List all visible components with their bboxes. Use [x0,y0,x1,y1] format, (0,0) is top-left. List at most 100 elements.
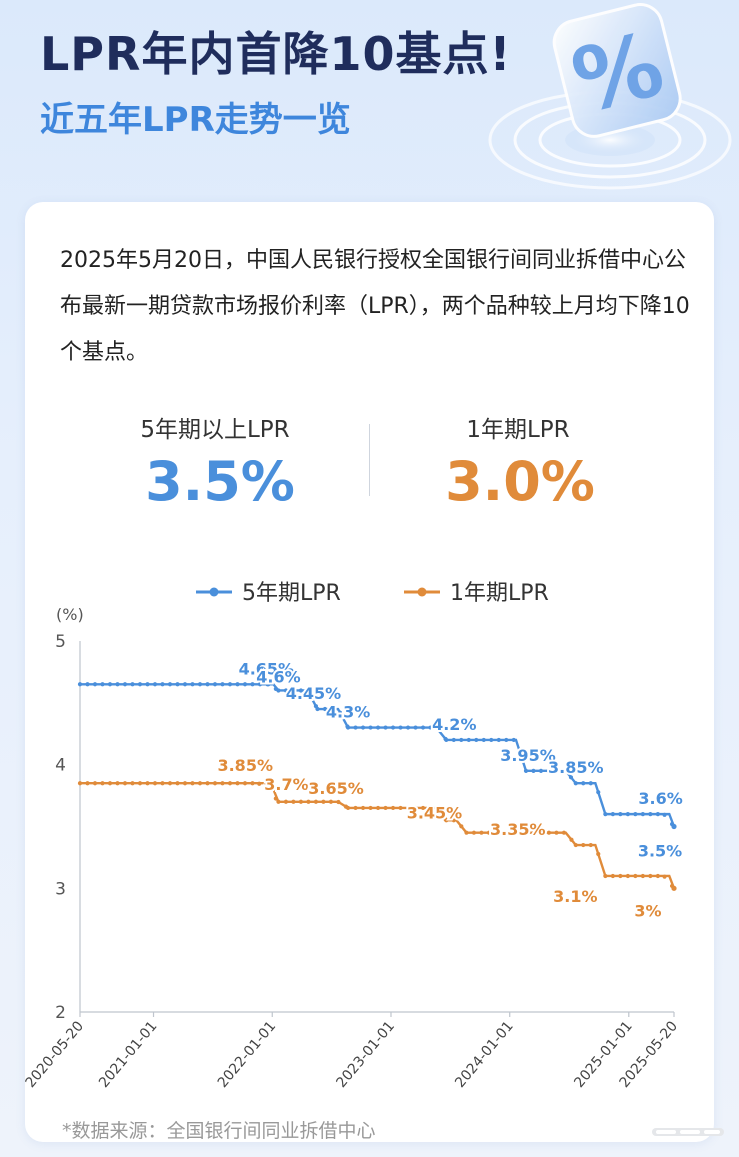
series-point [553,768,559,773]
series-point [581,842,586,848]
series-point [242,682,248,687]
series-point [152,682,158,687]
series-point [655,812,660,817]
series-point [648,812,653,817]
series-point [291,799,296,804]
series-point [92,781,98,786]
series-point [546,768,551,773]
series-point [640,873,645,879]
kpi-label-1y: 1年期LPR [450,410,586,444]
data-label: 3.7% [264,775,308,794]
series-point [152,781,158,786]
data-label: 3.6% [638,789,682,808]
series-point [175,781,180,786]
series-point [489,737,494,743]
series-point [227,682,233,687]
series-point [618,873,623,879]
data-label: 3% [634,901,661,920]
kpi-divider [369,424,370,496]
series-point [428,805,433,811]
x-tick-label: 2024-01-01 [452,1018,517,1091]
series-point [451,818,456,823]
series-point [509,830,514,835]
series-point [398,805,403,811]
series-point [413,805,418,811]
series-point [459,737,464,743]
series-point [122,781,128,786]
series-point [266,682,271,687]
series-point [175,682,180,687]
series-point [298,688,304,693]
series-point [250,781,255,786]
series-point [276,799,281,804]
series-point [77,682,83,687]
series-point [633,812,638,817]
series-point [85,682,90,687]
series-point [220,781,225,786]
data-label: 3.45% [407,804,463,823]
legend-marker [417,587,427,597]
data-label: 3.65% [308,779,364,798]
series-point [501,830,507,835]
x-tick-label: 2020-05-20 [23,1018,88,1091]
data-label: 4.2% [432,715,476,734]
data-label: 3.85% [217,756,273,775]
series-point [122,682,128,687]
series-point [405,725,411,730]
data-source-note: *数据来源：全国银行间同业拆借中心 [62,1120,376,1142]
series-point [640,812,645,817]
y-axis-unit: (%) [56,605,84,624]
series-point [596,790,601,795]
series-point [197,682,203,687]
series-point [420,725,426,730]
kpi-label-5y: 5年期以上LPR [127,410,303,444]
series-point [569,837,574,842]
series-point [227,781,233,786]
series-point [375,725,381,730]
series-point [444,818,449,823]
series-point [568,775,574,780]
series-point [190,781,195,786]
series-point [92,682,98,687]
series-point [390,805,396,811]
series-point [107,781,113,786]
series-point [330,706,335,712]
series-point [220,682,225,687]
series-point [588,781,593,786]
series-point [539,830,544,835]
series-point [671,885,677,891]
series-point [375,805,381,811]
series-line [80,782,676,889]
series-point [77,781,83,786]
series-point [516,830,522,835]
x-tick-label: 2022-01-01 [215,1018,280,1091]
series-point [315,706,320,712]
series-point [428,725,433,730]
series-point [137,781,143,786]
series-point [494,830,499,835]
series-point [610,873,615,879]
series-point [662,812,667,817]
percent-decoration-icon: % [488,3,732,190]
series-point [345,725,351,730]
series-point [655,873,660,879]
series-point [435,808,441,813]
series-point [474,737,479,743]
series-point [160,682,165,687]
series-point [276,688,281,693]
series-point [596,851,601,857]
series-point [85,781,90,786]
series-point [337,710,343,715]
series-point [145,682,150,687]
series-point [464,830,469,835]
data-label: 3.5% [638,842,682,861]
data-label: 4.65% [239,659,295,678]
series-point [610,812,615,817]
series-point [603,873,608,879]
series-point [524,830,529,835]
series-point [291,688,296,693]
series-point [107,682,113,687]
series-point [283,799,289,804]
series-point [313,799,319,804]
kpi-label-5y-text: 5年期以上LPR [138,410,292,444]
